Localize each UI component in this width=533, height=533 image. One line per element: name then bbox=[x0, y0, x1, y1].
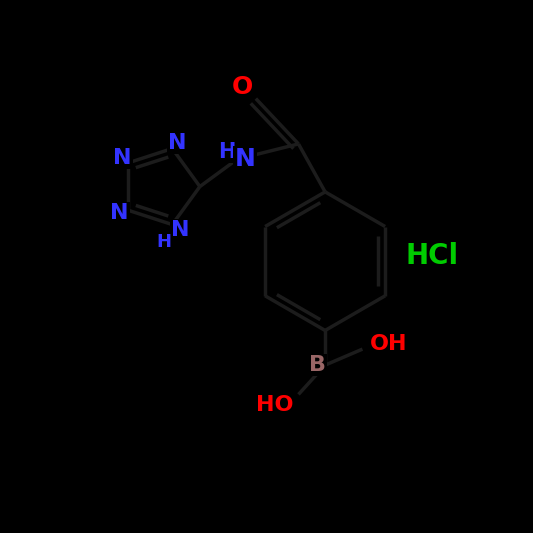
Text: N: N bbox=[113, 148, 132, 168]
Text: N: N bbox=[110, 203, 129, 223]
Text: H: H bbox=[157, 232, 172, 251]
Text: N: N bbox=[235, 147, 256, 171]
Text: H: H bbox=[218, 142, 235, 162]
Text: N: N bbox=[168, 133, 187, 153]
Text: B: B bbox=[309, 355, 326, 375]
Text: HO: HO bbox=[256, 395, 293, 415]
Text: N: N bbox=[171, 220, 190, 240]
Text: HCl: HCl bbox=[405, 242, 458, 270]
Text: O: O bbox=[232, 75, 253, 99]
Text: OH: OH bbox=[370, 334, 408, 354]
